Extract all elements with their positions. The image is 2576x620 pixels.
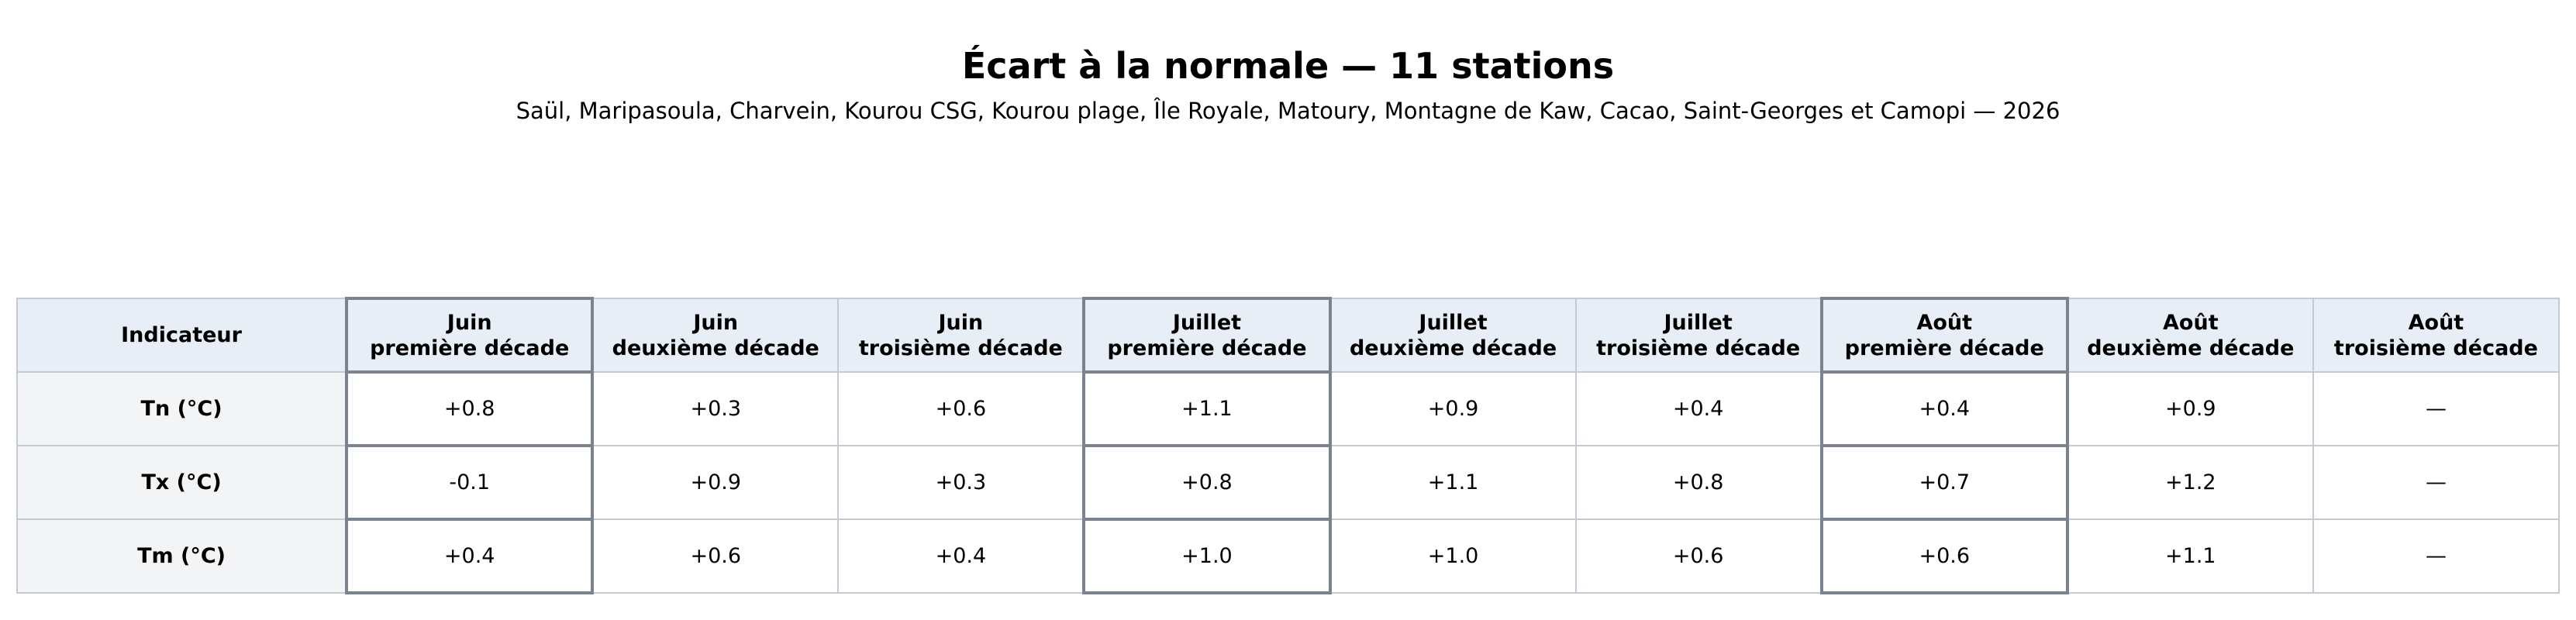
column-header: Juin troisième décade [837, 298, 1085, 373]
cell: +0.7 [1819, 445, 2069, 521]
cell: +0.9 [591, 445, 840, 520]
cell: +0.6 [837, 371, 1085, 446]
decade: troisième décade [1596, 336, 1801, 360]
cell: +1.0 [1082, 518, 1332, 594]
decade: deuxième décade [2087, 336, 2295, 360]
cell: +0.8 [1574, 445, 1823, 520]
cell: +0.6 [1574, 518, 1823, 594]
cell: +1.1 [1082, 371, 1332, 447]
cell: +1.0 [1329, 518, 1577, 594]
decade: deuxième décade [1349, 336, 1557, 360]
cell: +0.4 [345, 518, 595, 594]
cell: — [2312, 371, 2560, 446]
decade: première décade [370, 336, 570, 360]
cell: — [2312, 518, 2560, 594]
row-label: Tx (°C) [16, 445, 348, 520]
cell: +0.4 [1574, 371, 1823, 446]
decade: deuxième décade [612, 336, 819, 360]
cell: +0.3 [591, 371, 840, 446]
month: Août [2163, 310, 2219, 335]
column-header: Juin deuxième décade [591, 298, 840, 373]
month: Août [2408, 310, 2464, 335]
cell: +0.9 [1329, 371, 1577, 446]
month: Juillet [1172, 310, 1242, 335]
cell: +0.8 [1082, 445, 1332, 521]
cell: -0.1 [345, 445, 595, 521]
column-header: Juillet deuxième décade [1329, 298, 1577, 373]
column-header: Juin première décade [345, 297, 595, 374]
month: Juin [447, 310, 492, 335]
decade: première décade [1107, 336, 1307, 360]
row-label: Tm (°C) [16, 518, 348, 594]
column-header: Juillet troisième décade [1574, 298, 1823, 373]
month: Juillet [1419, 310, 1488, 335]
corner-header: Indicateur [16, 298, 348, 373]
header-row: Indicateur Juin première décade Juin deuxièm… [16, 297, 2560, 374]
decade: première décade [1844, 336, 2044, 360]
cell: — [2312, 445, 2560, 520]
cell: +0.8 [345, 371, 595, 447]
row-label: Tn (°C) [16, 371, 348, 446]
cell: +1.2 [2066, 445, 2314, 520]
month: Août [1916, 310, 1973, 335]
data-row: Tn (°C) +0.8 +0.3 +0.6 +1.1 +0.9 +0.4 +0.4 +0.9— [16, 371, 2560, 447]
cell: +1.1 [2066, 518, 2314, 594]
month: Juin [938, 310, 984, 335]
month: Juin [693, 310, 739, 335]
cell: +1.1 [1329, 445, 1577, 520]
title: Écart à la normale — 11 stations [961, 45, 1615, 87]
decade: troisième décade [858, 336, 1063, 360]
cell: +0.9 [2066, 371, 2314, 446]
cell: +0.4 [1819, 371, 2069, 447]
subtitle: Saül, Maripasoula, Charvein, Kourou CSG,… [516, 98, 2060, 124]
decade: troisième décade [2333, 336, 2538, 360]
column-header: Août première décade [1819, 297, 2069, 374]
data-table: Indicateur Juin première décade Juin deuxièm… [16, 297, 2560, 594]
month: Juillet [1664, 310, 1733, 335]
cell: +0.6 [1819, 518, 2069, 594]
column-header: Juillet première décade [1082, 297, 1332, 374]
cell: +0.3 [837, 445, 1085, 520]
data-row: Tm (°C) +0.4 +0.6 +0.4 +1.0 +1.0 +0.6 +0.6 +1.1— [16, 518, 2560, 594]
cell: +0.4 [837, 518, 1085, 594]
column-header: Août troisième décade [2312, 298, 2560, 373]
cell: +0.6 [591, 518, 840, 594]
data-row: Tx (°C) -0.1 +0.9 +0.3 +0.8 +1.1 +0.8 +0.7 +1.2— [16, 445, 2560, 521]
column-header: Août deuxième décade [2066, 298, 2314, 373]
